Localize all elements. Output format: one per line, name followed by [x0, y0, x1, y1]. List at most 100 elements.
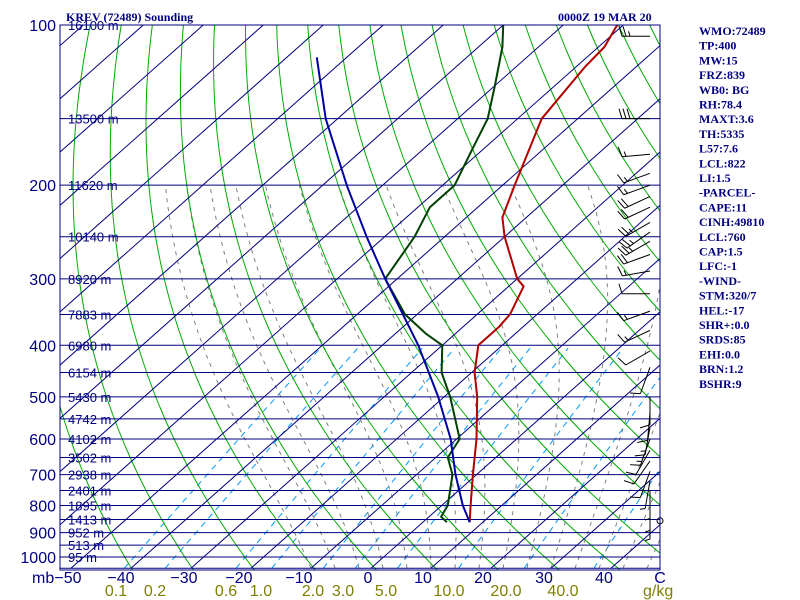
temperature-tick-label: 0: [364, 570, 373, 587]
pressure-tick-label: 400: [29, 338, 56, 355]
isotherm-line: [370, 311, 660, 569]
sounding-index-entry: CAP:1.5: [699, 245, 743, 259]
sounding-index-entry: L57:7.6: [699, 142, 738, 156]
temperature-tick-labels: −50 −40 −30 −20 −10 0 10 20 30 40 C: [54, 570, 665, 587]
wind-barb: [617, 195, 651, 209]
dry-adiabat-line: [109, 25, 256, 570]
mixing-ratio-line: [354, 347, 531, 569]
dry-adiabat-line: [179, 25, 378, 570]
barb-flag: [617, 186, 625, 196]
temperature-tick-label: −30: [170, 570, 197, 587]
wind-barb: [618, 283, 650, 295]
height-label: 95 m: [68, 550, 97, 565]
barb-flag: [617, 247, 627, 256]
dry-adiabat-line: [493, 25, 660, 313]
mixing-ratio-tick-label: 40.0: [547, 583, 578, 600]
mixing-ratio-unit: g/kg: [643, 583, 673, 600]
barb-flag: [617, 146, 623, 157]
pressure-tick-label: 800: [29, 498, 56, 515]
pressure-tick-label: 500: [29, 390, 56, 407]
barb-staff: [622, 270, 651, 277]
barb-staff: [633, 460, 651, 485]
barb-flag: [617, 200, 625, 209]
barb-half-flag: [623, 270, 627, 276]
dry-adiabat-line: [145, 25, 317, 570]
wind-barb: [617, 221, 651, 237]
height-label: 2938 m: [68, 468, 111, 483]
sounding-index-entry: CAPE:11: [699, 200, 747, 214]
valid-time: 0000Z 19 MAR 20: [558, 10, 652, 24]
mixing-ratio-line: [593, 467, 660, 569]
barb-flag: [621, 245, 630, 254]
isotherm-line: [310, 257, 660, 569]
moist-adiabat-line: [385, 184, 486, 569]
isotherm-line: [250, 204, 660, 569]
sounding-index-entry: LCL:822: [699, 156, 746, 170]
wind-barb: [617, 350, 651, 366]
isotherms: [60, 25, 660, 569]
dry-adiabat-line: [400, 25, 660, 458]
height-label: 2401 m: [68, 484, 111, 499]
isotherm-line: [60, 25, 264, 206]
isotherm-line: [130, 98, 660, 569]
sounding-profiles: [315, 25, 619, 523]
height-label: 8920 m: [68, 272, 111, 287]
barb-flag: [639, 424, 651, 429]
dry-adiabat-line: [431, 25, 660, 410]
isotherm-line: [490, 417, 660, 569]
barb-staff: [626, 231, 651, 249]
wind-barb: [617, 184, 651, 196]
sounding-index-entry: SRDS:85: [699, 333, 746, 347]
isotherm-line: [60, 25, 564, 473]
wind-barb: [629, 471, 651, 499]
sounding-index-entry: MW:15: [699, 53, 738, 67]
wind-barb: [617, 266, 651, 277]
barb-half-flag: [639, 508, 646, 510]
parcel-profile: [315, 57, 471, 523]
isotherm-line: [550, 470, 660, 569]
barb-flag: [622, 26, 627, 37]
wind-barb: [617, 254, 651, 265]
barb-flag: [617, 357, 627, 366]
wind-barb: [617, 146, 651, 158]
mixing-ratio-line: [123, 347, 321, 569]
height-label: 4742 m: [68, 412, 111, 427]
barb-staff: [639, 367, 651, 394]
pressure-tick-label: 600: [29, 432, 56, 449]
barb-flag: [617, 255, 625, 265]
temperature-tick-label: 10: [414, 570, 432, 587]
mixing-ratio-tick-label: 20.0: [490, 583, 521, 600]
barb-half-flag: [623, 314, 628, 320]
temperature-tick-label: C: [654, 570, 666, 587]
barb-flag: [620, 209, 629, 218]
isotherm-line: [190, 151, 660, 569]
mixing-ratio-tick-label: 2.0: [302, 583, 324, 600]
mixing-ratio-line: [397, 347, 569, 569]
barb-half-flag: [628, 247, 634, 252]
barb-flag: [629, 496, 641, 499]
barb-flag: [629, 392, 641, 395]
height-labels: 16100 m 13500 m 11620 m 10140 m 8920 m 7883 m…: [68, 18, 119, 565]
wind-barb: [617, 240, 651, 256]
isotherm-line: [60, 25, 204, 153]
isotherm-line: [60, 25, 384, 313]
sounding-index-entry: -WIND-: [699, 274, 741, 288]
wind-barb: [639, 481, 651, 510]
isotherm-line: [60, 25, 624, 526]
isotherm-line: [60, 25, 504, 419]
barb-staff: [647, 412, 651, 441]
dry-adiabat-line: [462, 25, 660, 361]
height-label: 513 m: [68, 538, 104, 553]
height-label: 7883 m: [68, 307, 111, 322]
sounding-index-entry: LFC:-1: [699, 259, 737, 273]
height-label: 5430 m: [68, 390, 111, 405]
barb-flag: [618, 241, 628, 249]
sounding-index-entry: TH:5335: [699, 127, 744, 141]
wind-barbs: [617, 26, 664, 542]
wind-barb: [629, 438, 651, 466]
sounding-index-entry: STM:320/7: [699, 289, 756, 303]
barb-half-flag: [623, 151, 627, 157]
wind-barb: [617, 172, 651, 184]
mixing-ratio-line: [523, 376, 660, 569]
